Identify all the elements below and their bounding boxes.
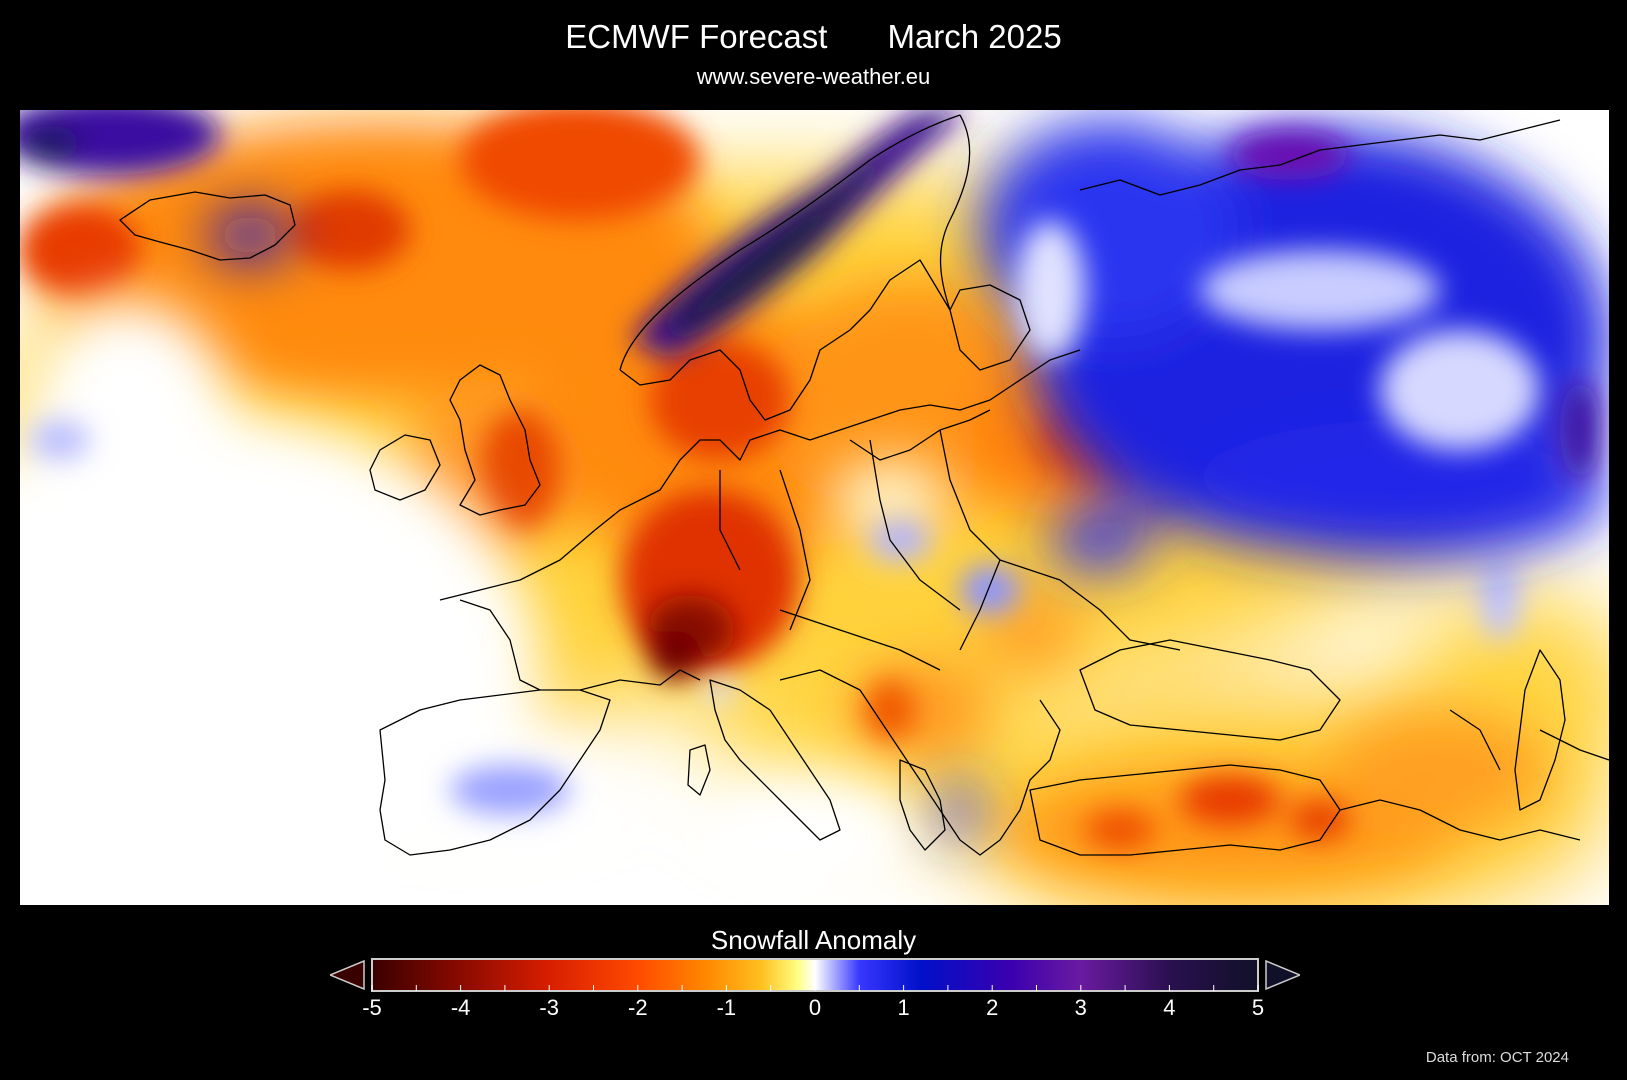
colorbar-tick-label: -1 (716, 995, 737, 1020)
colorbar: -5 -4 -3 -2 -1 0 1 2 3 4 5 (328, 955, 1302, 1020)
greece-outline (899, 759, 946, 851)
legend-title: Snowfall Anomaly (710, 925, 917, 955)
strong-positive-layer (20, 110, 1600, 480)
positive-light-patches (1015, 220, 1540, 450)
colorbar-min-arrow (328, 959, 365, 991)
colorbar-tick-label: 4 (1163, 995, 1176, 1020)
iberia-outline (379, 689, 611, 856)
map-canvas (20, 110, 1609, 905)
website-label: www.severe-weather.eu (696, 64, 931, 89)
slight-positive-layer (30, 420, 1520, 815)
sardinia-outline (687, 744, 711, 796)
colorbar-graphic (328, 958, 1302, 992)
caspian-outline (1514, 649, 1566, 811)
colorbar-tick-label: -2 (628, 995, 648, 1020)
data-source-label: Data from: OCT 2024 (1425, 1049, 1569, 1066)
colorbar-tick-label: -5 (362, 995, 382, 1020)
colorbar-tick-label: 0 (808, 995, 822, 1020)
title-model: ECMWF Forecast (565, 18, 828, 55)
turkey-outline (1029, 764, 1341, 856)
britain-outline (449, 364, 541, 516)
coastline-layer (119, 114, 1609, 856)
black-sea-outline (1079, 639, 1341, 741)
colorbar-tick-marks (371, 985, 1259, 991)
continent-coast (439, 349, 1081, 601)
scandinavia-outline (619, 114, 971, 421)
colorbar-tick-label: -4 (450, 995, 471, 1020)
ireland-outline (369, 434, 441, 501)
colorbar-gradient (371, 958, 1259, 992)
baltic-outline (849, 409, 991, 461)
colorbar-max-arrow (1265, 959, 1302, 991)
chart-title: ECMWF Forecast March 2025 (0, 18, 1627, 56)
title-month: March 2025 (887, 18, 1062, 55)
italy-outline (709, 679, 841, 841)
strong-negative-layer (645, 595, 735, 680)
colorbar-tick-label: -3 (539, 995, 559, 1020)
colorbar-tick-label: 3 (1074, 995, 1087, 1020)
colorbar-tick-label: 1 (897, 995, 910, 1020)
finland-outline (949, 284, 1031, 371)
internal-borders (719, 429, 1181, 671)
anomaly-map (20, 110, 1609, 905)
north-russia-coast (1079, 119, 1561, 196)
france-outline (459, 599, 701, 691)
neutral-layer (20, 300, 950, 905)
iceland-outline (119, 191, 296, 261)
middle-east-border (1339, 709, 1609, 841)
colorbar-tick-labels: -5 -4 -3 -2 -1 0 1 2 3 4 5 (330, 995, 1300, 1025)
colorbar-tick-label: 2 (986, 995, 999, 1020)
balkans-outline (779, 669, 1061, 856)
colorbar-tick-label: 5 (1251, 995, 1265, 1020)
